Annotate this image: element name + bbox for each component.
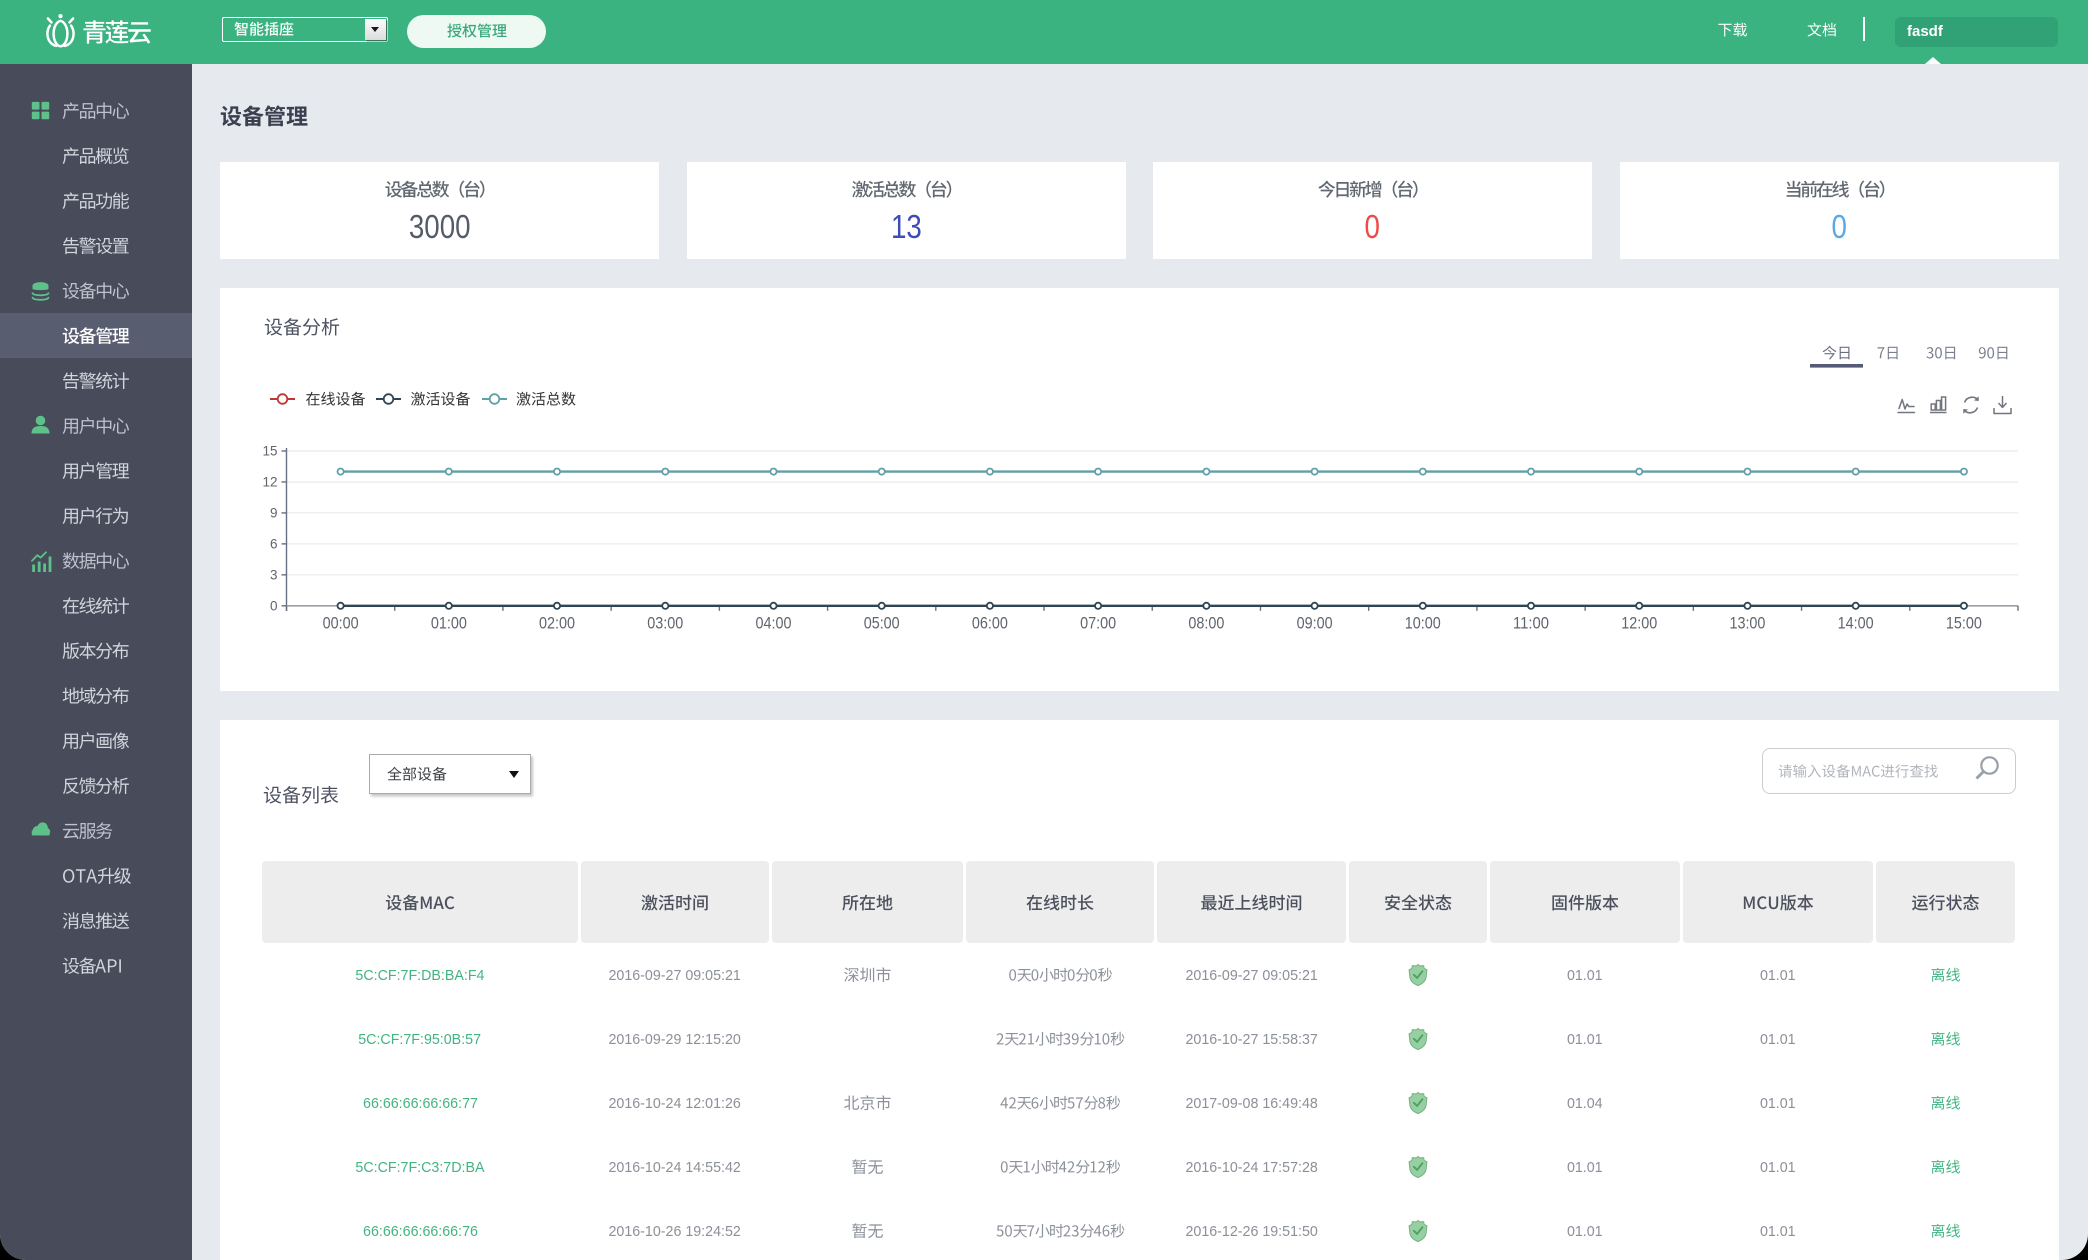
svg-text:00:00: 00:00 <box>323 614 359 633</box>
svg-text:6: 6 <box>270 536 278 551</box>
svg-text:0: 0 <box>270 598 278 613</box>
svg-text:02:00: 02:00 <box>539 614 575 633</box>
svg-text:04:00: 04:00 <box>755 614 791 633</box>
svg-text:06:00: 06:00 <box>972 614 1008 633</box>
svg-text:12:00: 12:00 <box>1621 614 1657 633</box>
svg-text:10:00: 10:00 <box>1405 614 1441 633</box>
svg-text:3: 3 <box>270 567 278 582</box>
svg-text:07:00: 07:00 <box>1080 614 1116 633</box>
svg-text:12: 12 <box>262 474 277 489</box>
svg-text:14:00: 14:00 <box>1838 614 1874 633</box>
svg-text:13:00: 13:00 <box>1729 614 1765 633</box>
svg-text:01:00: 01:00 <box>431 614 467 633</box>
svg-text:15:00: 15:00 <box>1946 614 1982 633</box>
svg-text:09:00: 09:00 <box>1297 614 1333 633</box>
svg-text:05:00: 05:00 <box>864 614 900 633</box>
svg-text:11:00: 11:00 <box>1513 614 1549 633</box>
svg-text:03:00: 03:00 <box>647 614 683 633</box>
svg-text:08:00: 08:00 <box>1188 614 1224 633</box>
svg-text:9: 9 <box>270 505 278 520</box>
svg-text:15: 15 <box>262 444 277 459</box>
